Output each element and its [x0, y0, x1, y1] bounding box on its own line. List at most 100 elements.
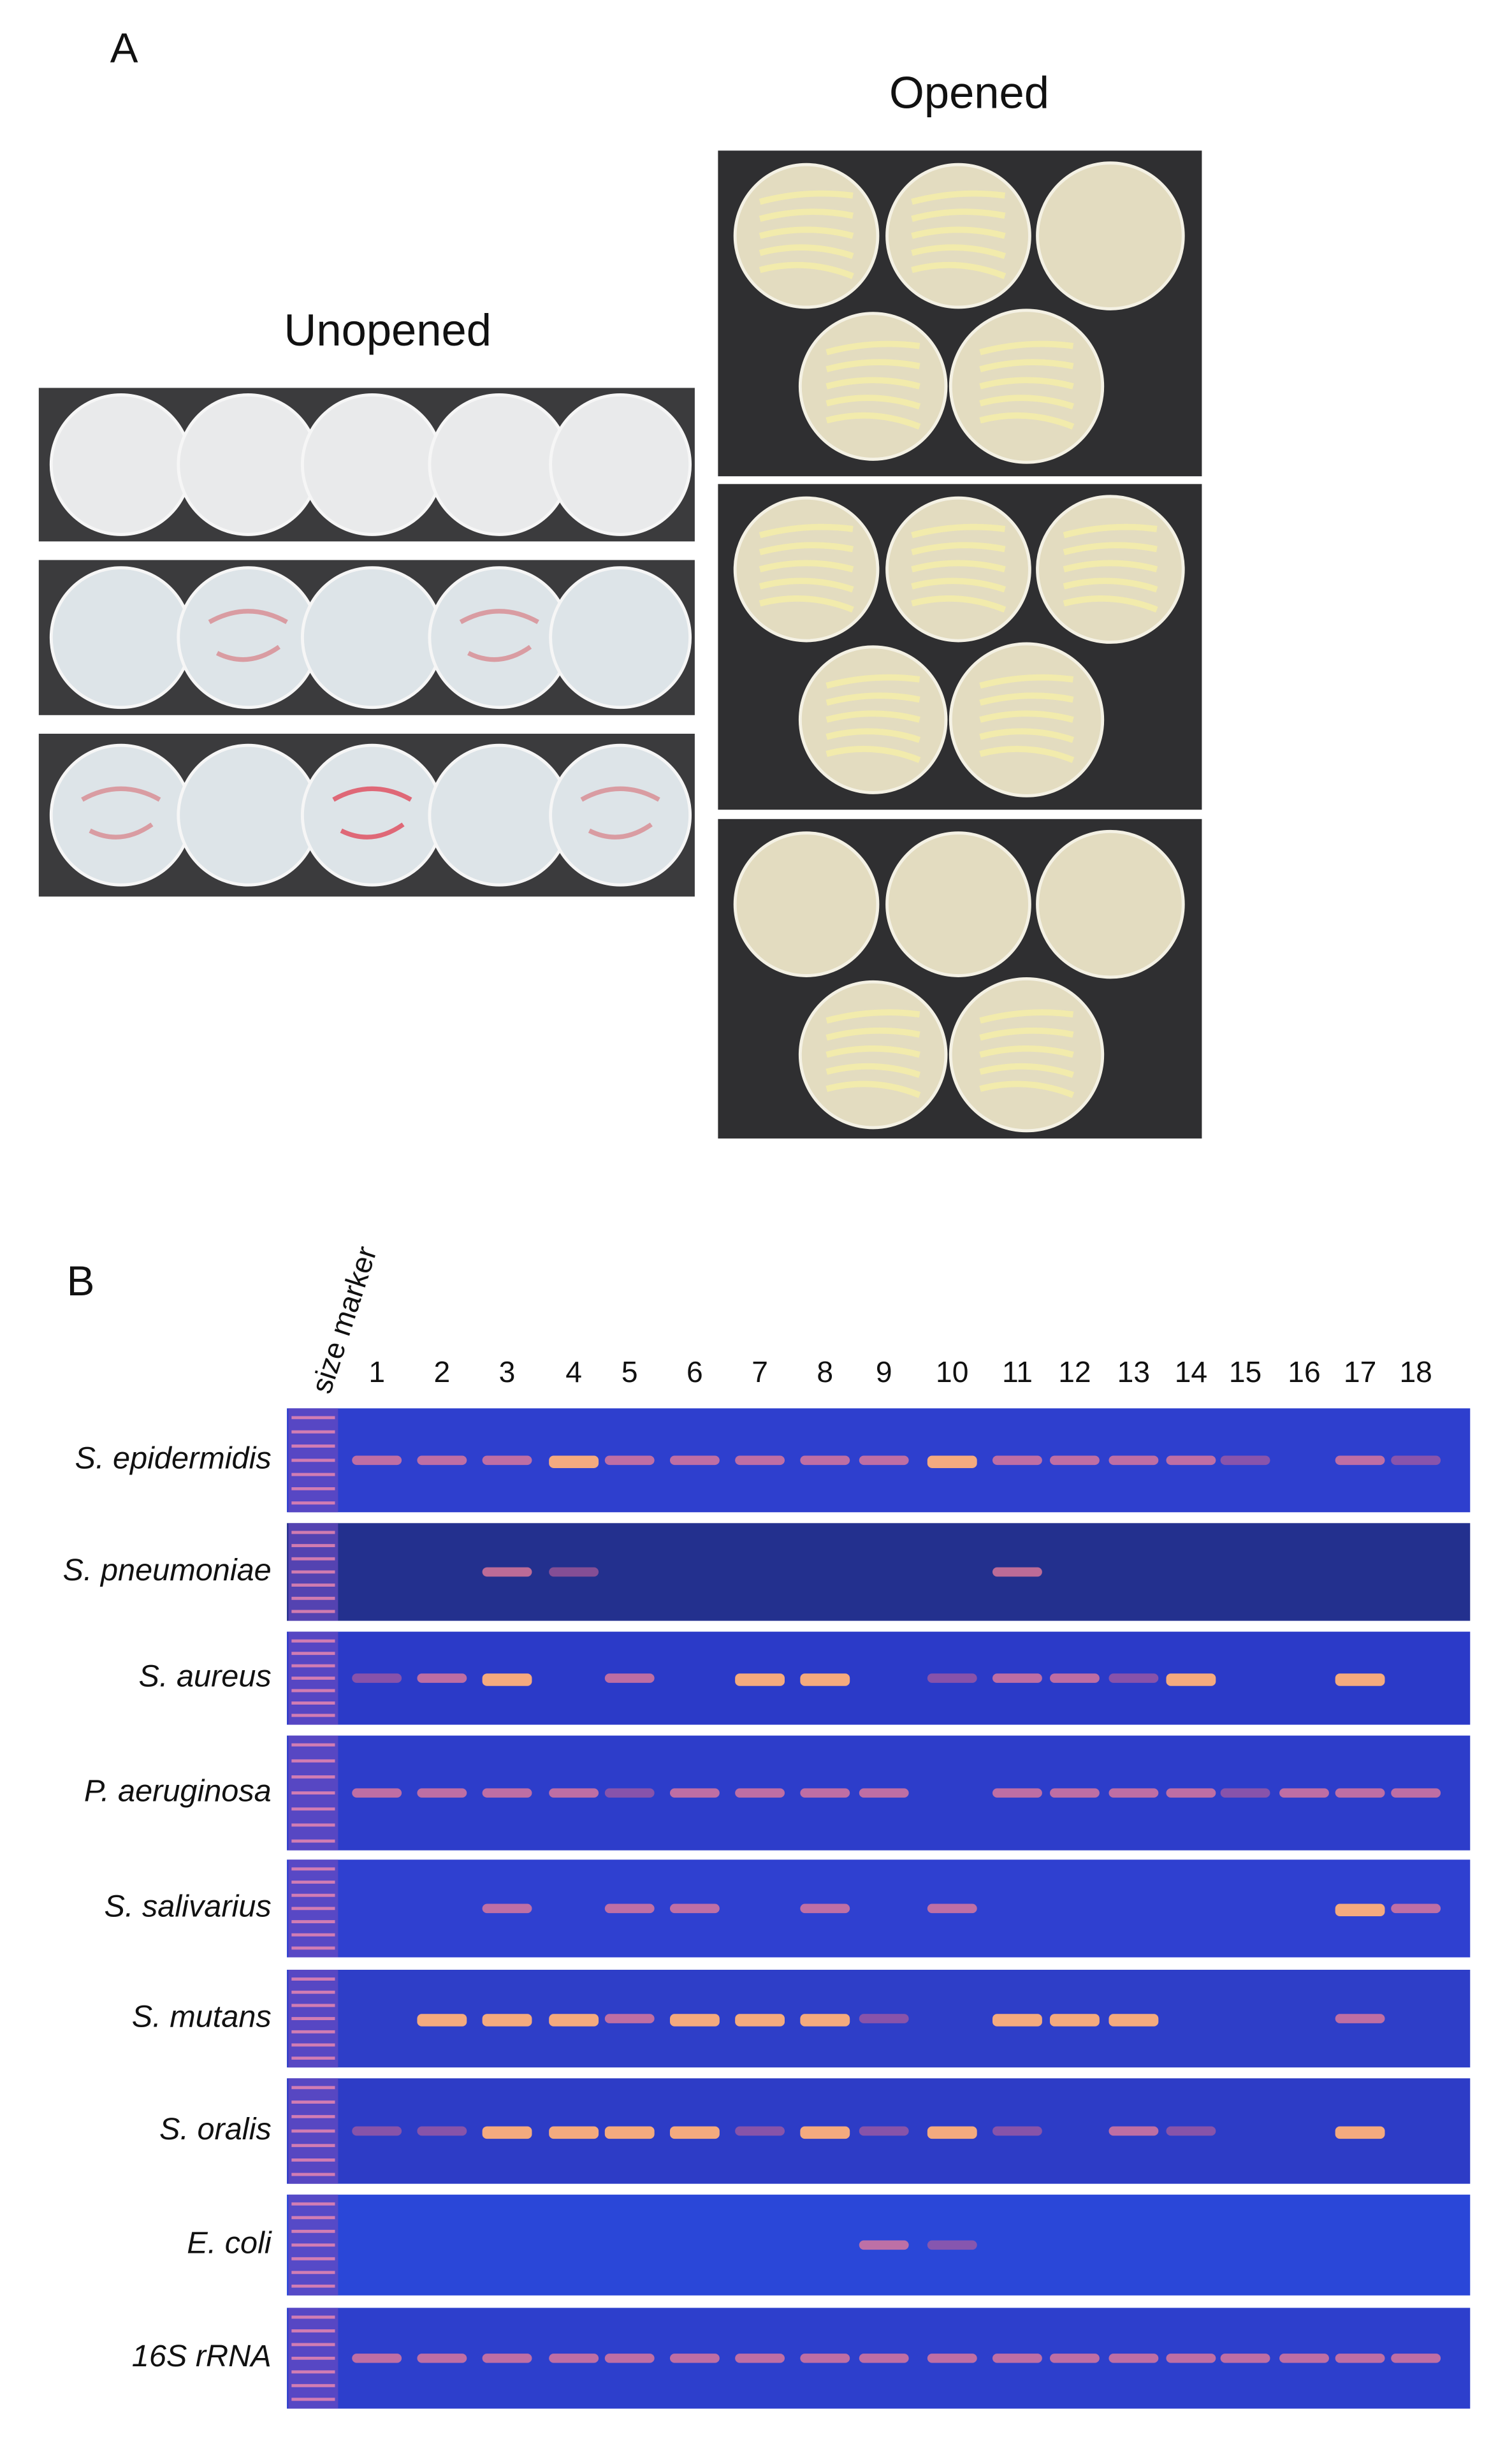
colony-streak — [911, 523, 1007, 613]
row-label: S. mutans — [132, 1999, 272, 2034]
petri-dish — [949, 977, 1105, 1133]
gel-band — [800, 1455, 850, 1466]
streak — [459, 609, 539, 662]
colony-streak — [979, 1009, 1075, 1098]
petri-dish — [949, 309, 1105, 464]
gel-band — [800, 2014, 850, 2027]
gel-band — [927, 2126, 977, 2139]
gel-band — [1279, 1788, 1329, 1798]
lane-label: 12 — [1058, 1355, 1091, 1388]
gel-band — [927, 2240, 977, 2250]
lane-label: 8 — [817, 1355, 833, 1388]
gel-band — [1050, 2014, 1100, 2027]
gel-band — [482, 1455, 532, 1466]
gel-band — [482, 1567, 532, 1577]
colony-streak — [825, 674, 921, 763]
gel-band — [669, 1903, 720, 1914]
gel-band — [992, 1567, 1042, 1577]
gel-image — [287, 1523, 1471, 1621]
gel-band — [549, 2126, 599, 2139]
gel-band — [1391, 2354, 1441, 2363]
colony-streak — [825, 340, 921, 430]
petri-dish — [885, 831, 1031, 977]
gel-band — [604, 1788, 655, 1798]
gel-band — [549, 1455, 599, 1468]
gel-band — [859, 2240, 909, 2250]
gel-band — [482, 1788, 532, 1798]
row-label: S. aureus — [139, 1659, 272, 1693]
panel-title: Unopened — [284, 305, 491, 355]
petri-dish — [549, 566, 692, 710]
colony-streak — [759, 190, 854, 279]
gel-band — [735, 1788, 785, 1798]
gel-band — [1050, 2354, 1100, 2363]
streak — [81, 786, 161, 840]
gel-band — [1166, 2126, 1216, 2136]
gel-band — [735, 2354, 785, 2363]
gel-band — [1109, 1788, 1159, 1798]
lane-label: 2 — [433, 1355, 450, 1388]
gel-band — [1279, 2354, 1329, 2363]
gel-band — [735, 2126, 785, 2136]
gel-band — [1109, 1455, 1159, 1466]
gel-band — [1391, 1788, 1441, 1798]
petri-dish — [733, 163, 880, 309]
gel-band — [352, 1673, 402, 1683]
petri-dish — [177, 566, 320, 710]
gel-band — [549, 1788, 599, 1798]
gel-band — [859, 2126, 909, 2136]
gel-band — [352, 2354, 402, 2363]
row-label: 16S rRNA — [132, 2339, 272, 2373]
petri-dish — [428, 393, 571, 536]
gel-band — [604, 2354, 655, 2363]
lane-label: 18 — [1399, 1355, 1432, 1388]
lane-label: 1 — [368, 1355, 385, 1388]
gel-band — [1335, 2014, 1385, 2023]
gel-band — [1050, 1788, 1100, 1798]
gel-band — [800, 2126, 850, 2139]
gel-band — [1109, 2014, 1159, 2027]
colony-streak — [759, 523, 854, 613]
gel-band — [352, 1788, 402, 1798]
gel-band — [352, 1455, 402, 1466]
gel-band — [417, 1455, 467, 1466]
petri-dish — [177, 743, 320, 887]
gel-band — [735, 2014, 785, 2027]
gel-band — [482, 2126, 532, 2139]
gel-band — [549, 2014, 599, 2027]
row-label: S. oralis — [159, 2112, 272, 2146]
lane-label: 6 — [687, 1355, 703, 1388]
gel-band — [992, 1673, 1042, 1683]
gel-band — [1166, 1673, 1216, 1686]
lane-label: 4 — [565, 1355, 582, 1388]
gel-band — [1109, 1673, 1159, 1683]
gel-band — [352, 2126, 402, 2136]
gel-band — [859, 1788, 909, 1798]
gel-band — [800, 1673, 850, 1686]
gel-band — [800, 2354, 850, 2363]
gel-band — [1109, 2354, 1159, 2363]
gel-band — [417, 2014, 467, 2027]
gel-band — [1391, 1903, 1441, 1914]
row-label: P. aeruginosa — [84, 1773, 272, 1808]
gel-band — [1050, 1455, 1100, 1466]
colony-streak — [825, 1009, 921, 1098]
petri-dish — [300, 393, 444, 536]
gel-band — [1391, 1455, 1441, 1466]
gel-band — [669, 2354, 720, 2363]
petri-dish — [49, 393, 193, 536]
panel-title: Opened — [889, 68, 1049, 118]
gel-band — [1166, 1788, 1216, 1798]
gel-band — [604, 1673, 655, 1683]
gel-band — [549, 1567, 599, 1577]
gel-band — [1220, 2354, 1270, 2363]
gel-band — [604, 1455, 655, 1466]
gel-band — [1166, 2354, 1216, 2363]
gel-band — [992, 2014, 1042, 2027]
gel-band — [417, 1673, 467, 1683]
gel-band — [417, 2354, 467, 2363]
gel-band — [669, 2126, 720, 2139]
gel-band — [669, 2014, 720, 2027]
lane-label: 3 — [499, 1355, 516, 1388]
